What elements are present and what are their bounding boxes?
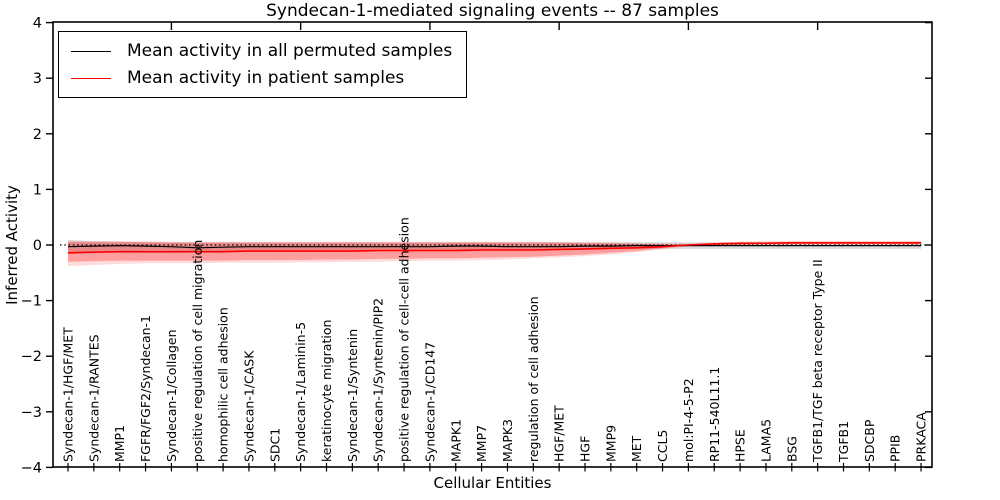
entity-label: Syndecan-1/Laminin-5 xyxy=(293,322,308,462)
y-tick-label: −3 xyxy=(21,405,42,421)
entity-label: MMP7 xyxy=(474,425,489,462)
entity-label: FGFR/FGF2/Syndecan-1 xyxy=(138,315,153,462)
y-tick-label: −1 xyxy=(21,294,42,310)
legend: Mean activity in all permuted samples Me… xyxy=(58,31,468,98)
legend-item-patient: Mean activity in patient samples xyxy=(71,68,452,88)
y-tick-label: −2 xyxy=(21,349,42,365)
entity-label: positive regulation of cell-cell adhesio… xyxy=(397,217,412,462)
entity-label: TGFB1 xyxy=(836,421,851,463)
series-line-patient xyxy=(67,242,922,254)
entity-label: MET xyxy=(629,435,644,462)
entity-label: MMP9 xyxy=(603,425,618,462)
legend-line-patient-icon xyxy=(71,77,111,79)
y-tick-label: 4 xyxy=(33,16,42,32)
chart-title: Syndecan-1-mediated signaling events -- … xyxy=(266,1,719,21)
entity-label: regulation of cell adhesion xyxy=(526,296,541,462)
entity-label: CCL5 xyxy=(655,430,670,462)
entity-label: Syndecan-1/Syntenin xyxy=(345,329,360,462)
entity-label: HGF/MET xyxy=(552,405,567,462)
entity-label: Syndecan-1/CASK xyxy=(241,350,256,462)
entity-label: HPSE xyxy=(733,429,748,462)
y-tick-label: 1 xyxy=(33,182,42,198)
entity-label: mol:PI-4-5-P2 xyxy=(681,378,696,462)
entity-label: SDCBP xyxy=(862,419,877,462)
y-tick-label: 3 xyxy=(33,71,42,87)
entity-label: TGFB1/TGF beta receptor Type II xyxy=(810,259,825,463)
legend-label-patient: Mean activity in patient samples xyxy=(127,68,405,88)
y-tick-label: −4 xyxy=(21,460,42,476)
legend-line-permuted-icon xyxy=(71,50,111,52)
legend-label-permuted: Mean activity in all permuted samples xyxy=(127,41,453,61)
y-tick-label: 0 xyxy=(33,238,42,254)
x-axis-label: Cellular Entities xyxy=(433,474,552,492)
entity-label: MAPK1 xyxy=(448,419,463,462)
entity-label: RP11-540L11.1 xyxy=(707,367,722,462)
entity-label: keratinocyte migration xyxy=(319,320,334,462)
entity-label: LAMA5 xyxy=(758,419,773,462)
entity-label: HGF xyxy=(578,436,593,462)
series-line-permuted xyxy=(67,244,922,249)
entity-label: positive regulation of cell migration xyxy=(190,240,205,462)
entity-label: Syndecan-1/HGF/MET xyxy=(61,327,76,462)
entity-label: Syndecan-1/Syntenin/PIP2 xyxy=(371,298,386,462)
entity-label: MAPK3 xyxy=(500,419,515,462)
entity-label: Syndecan-1/CD147 xyxy=(422,342,437,462)
entity-label: PRKACA xyxy=(914,412,929,462)
entity-label: PPIB xyxy=(888,435,903,462)
entity-label: SDC1 xyxy=(267,428,282,462)
legend-item-permuted: Mean activity in all permuted samples xyxy=(71,41,452,61)
entity-label: homophilic cell adhesion xyxy=(216,307,231,462)
entity-label: BSG xyxy=(784,436,799,462)
y-axis-label: Inferred Activity xyxy=(3,185,21,305)
entity-label: Syndecan-1/Collagen xyxy=(164,329,179,462)
entity-label: MMP1 xyxy=(112,425,127,462)
y-tick-label: 2 xyxy=(33,127,42,143)
entity-label: Syndecan-1/RANTES xyxy=(86,334,101,462)
